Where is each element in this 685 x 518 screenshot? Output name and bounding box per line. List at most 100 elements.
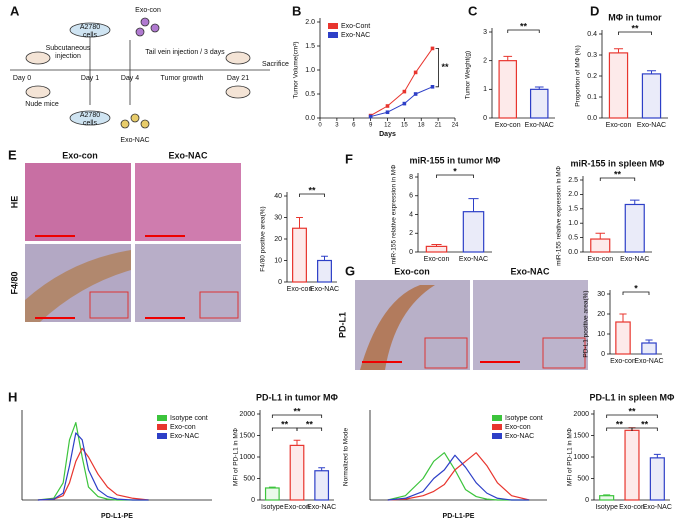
bar [529, 88, 549, 119]
exosome [150, 23, 160, 33]
significance-label: * [453, 166, 457, 176]
chart-title: MΦ in tumor [608, 12, 662, 22]
significance-label: ** [614, 169, 622, 179]
x-axis-label: PD-L1-PE [443, 513, 475, 518]
error-bar [603, 494, 611, 496]
legend-swatch [492, 433, 502, 439]
diagram-text: Tumor growth [161, 75, 204, 82]
legend-label: Exo-con [170, 424, 196, 431]
significance-label: ** [641, 419, 649, 429]
point [402, 101, 407, 106]
panel-label: C [468, 3, 478, 18]
significance-label: ** [308, 185, 316, 195]
point [430, 85, 435, 89]
bar [624, 203, 645, 253]
bar [649, 457, 665, 501]
mouse [25, 51, 51, 65]
significance-bracket [507, 29, 540, 33]
point [402, 89, 407, 94]
point [430, 46, 435, 51]
significance-label: ** [631, 23, 639, 33]
y-tick-label: 0.3 [587, 52, 597, 59]
y-tick-label: 500 [577, 475, 589, 482]
y-tick-label: 500 [243, 475, 255, 482]
x-tick-label: Exo-NAC [459, 256, 488, 263]
x-tick-label: 6 [352, 123, 356, 129]
x-tick-label: Exo-NAC [310, 286, 339, 293]
significance-bracket [296, 427, 323, 431]
bar [615, 321, 631, 355]
y-axis-label: F4/80 positive area(%) [260, 206, 267, 271]
stain [25, 250, 131, 322]
y-tick-label: 1000 [239, 454, 255, 461]
significance-bracket [606, 414, 658, 418]
panel-label: E [8, 147, 17, 162]
x-tick-label: Exo-NAC [643, 504, 672, 511]
panel-label: A [10, 3, 20, 18]
image-header: HE [9, 196, 19, 209]
x-tick-label: Isotype [595, 504, 618, 511]
panel-label: H [8, 389, 17, 404]
chart-title: PD-L1 in tumor MΦ [256, 392, 338, 402]
point [368, 114, 373, 119]
x-axis-label: Days [379, 131, 396, 138]
chart-title: miR-155 in tumor MΦ [410, 155, 502, 165]
significance-bracket [631, 427, 658, 431]
exosome [135, 27, 145, 37]
x-tick-label: 18 [418, 123, 425, 129]
image-header: PD-L1 [337, 312, 347, 338]
bar [317, 259, 332, 283]
y-tick-label: 0.4 [587, 31, 597, 38]
bar [599, 495, 615, 501]
inset [199, 291, 239, 319]
mouse [25, 85, 51, 99]
diagram-text: Day 1 [81, 75, 99, 82]
inset [424, 337, 468, 369]
significance-bracket [622, 291, 650, 295]
x-tick-label: Exo-con [284, 504, 310, 511]
legend-label: Exo-con [505, 424, 531, 431]
y-tick-label: 6 [409, 193, 413, 200]
y-tick-label: 2.5 [568, 177, 578, 184]
y-tick-label: 8 [409, 174, 413, 181]
diagram-text: Sacrifice [262, 61, 289, 68]
y-axis-label: Tumor Volume(cm³) [293, 41, 300, 98]
diagram-text: A2780 [80, 24, 100, 31]
error-bar [653, 453, 661, 458]
y-tick-label: 0.0 [305, 115, 315, 122]
bar [292, 227, 307, 283]
point [385, 104, 390, 108]
bar [264, 487, 280, 501]
image-header: Exo-con [62, 150, 98, 160]
panel-label: F [345, 151, 353, 166]
image-he [135, 163, 241, 241]
y-tick-label: 40 [274, 193, 282, 200]
exosome [140, 119, 150, 129]
legend-label: Isotype cont [170, 415, 208, 422]
y-axis-label: MFI of PD-L1 in MΦ [567, 428, 574, 486]
bar [425, 245, 448, 253]
bar [462, 211, 485, 253]
y-tick-label: 2000 [573, 411, 589, 418]
legend-swatch [157, 433, 167, 439]
y-tick-label: 30 [274, 214, 282, 221]
series-line [387, 454, 530, 501]
image-header: F4/80 [9, 271, 19, 294]
error-bar [619, 313, 627, 322]
y-axis-label: MFI of PD-L1 in MΦ [233, 428, 240, 486]
significance-label: ** [520, 21, 528, 31]
diagram-text: Subcutaneous [46, 45, 91, 52]
dish [69, 110, 111, 126]
legend-swatch [157, 415, 167, 421]
error-bar [595, 232, 605, 240]
exosome [140, 17, 150, 27]
error-bar [468, 198, 479, 212]
y-tick-label: 1 [483, 86, 487, 93]
y-tick-label: 2 [409, 230, 413, 237]
y-tick-label: 0 [409, 249, 413, 256]
x-axis-label: PD-L1-PE [101, 513, 133, 518]
legend-label: Isotype cont [505, 415, 543, 422]
x-tick-label: 21 [435, 123, 442, 129]
x-tick-label: Exo-con [587, 256, 613, 263]
